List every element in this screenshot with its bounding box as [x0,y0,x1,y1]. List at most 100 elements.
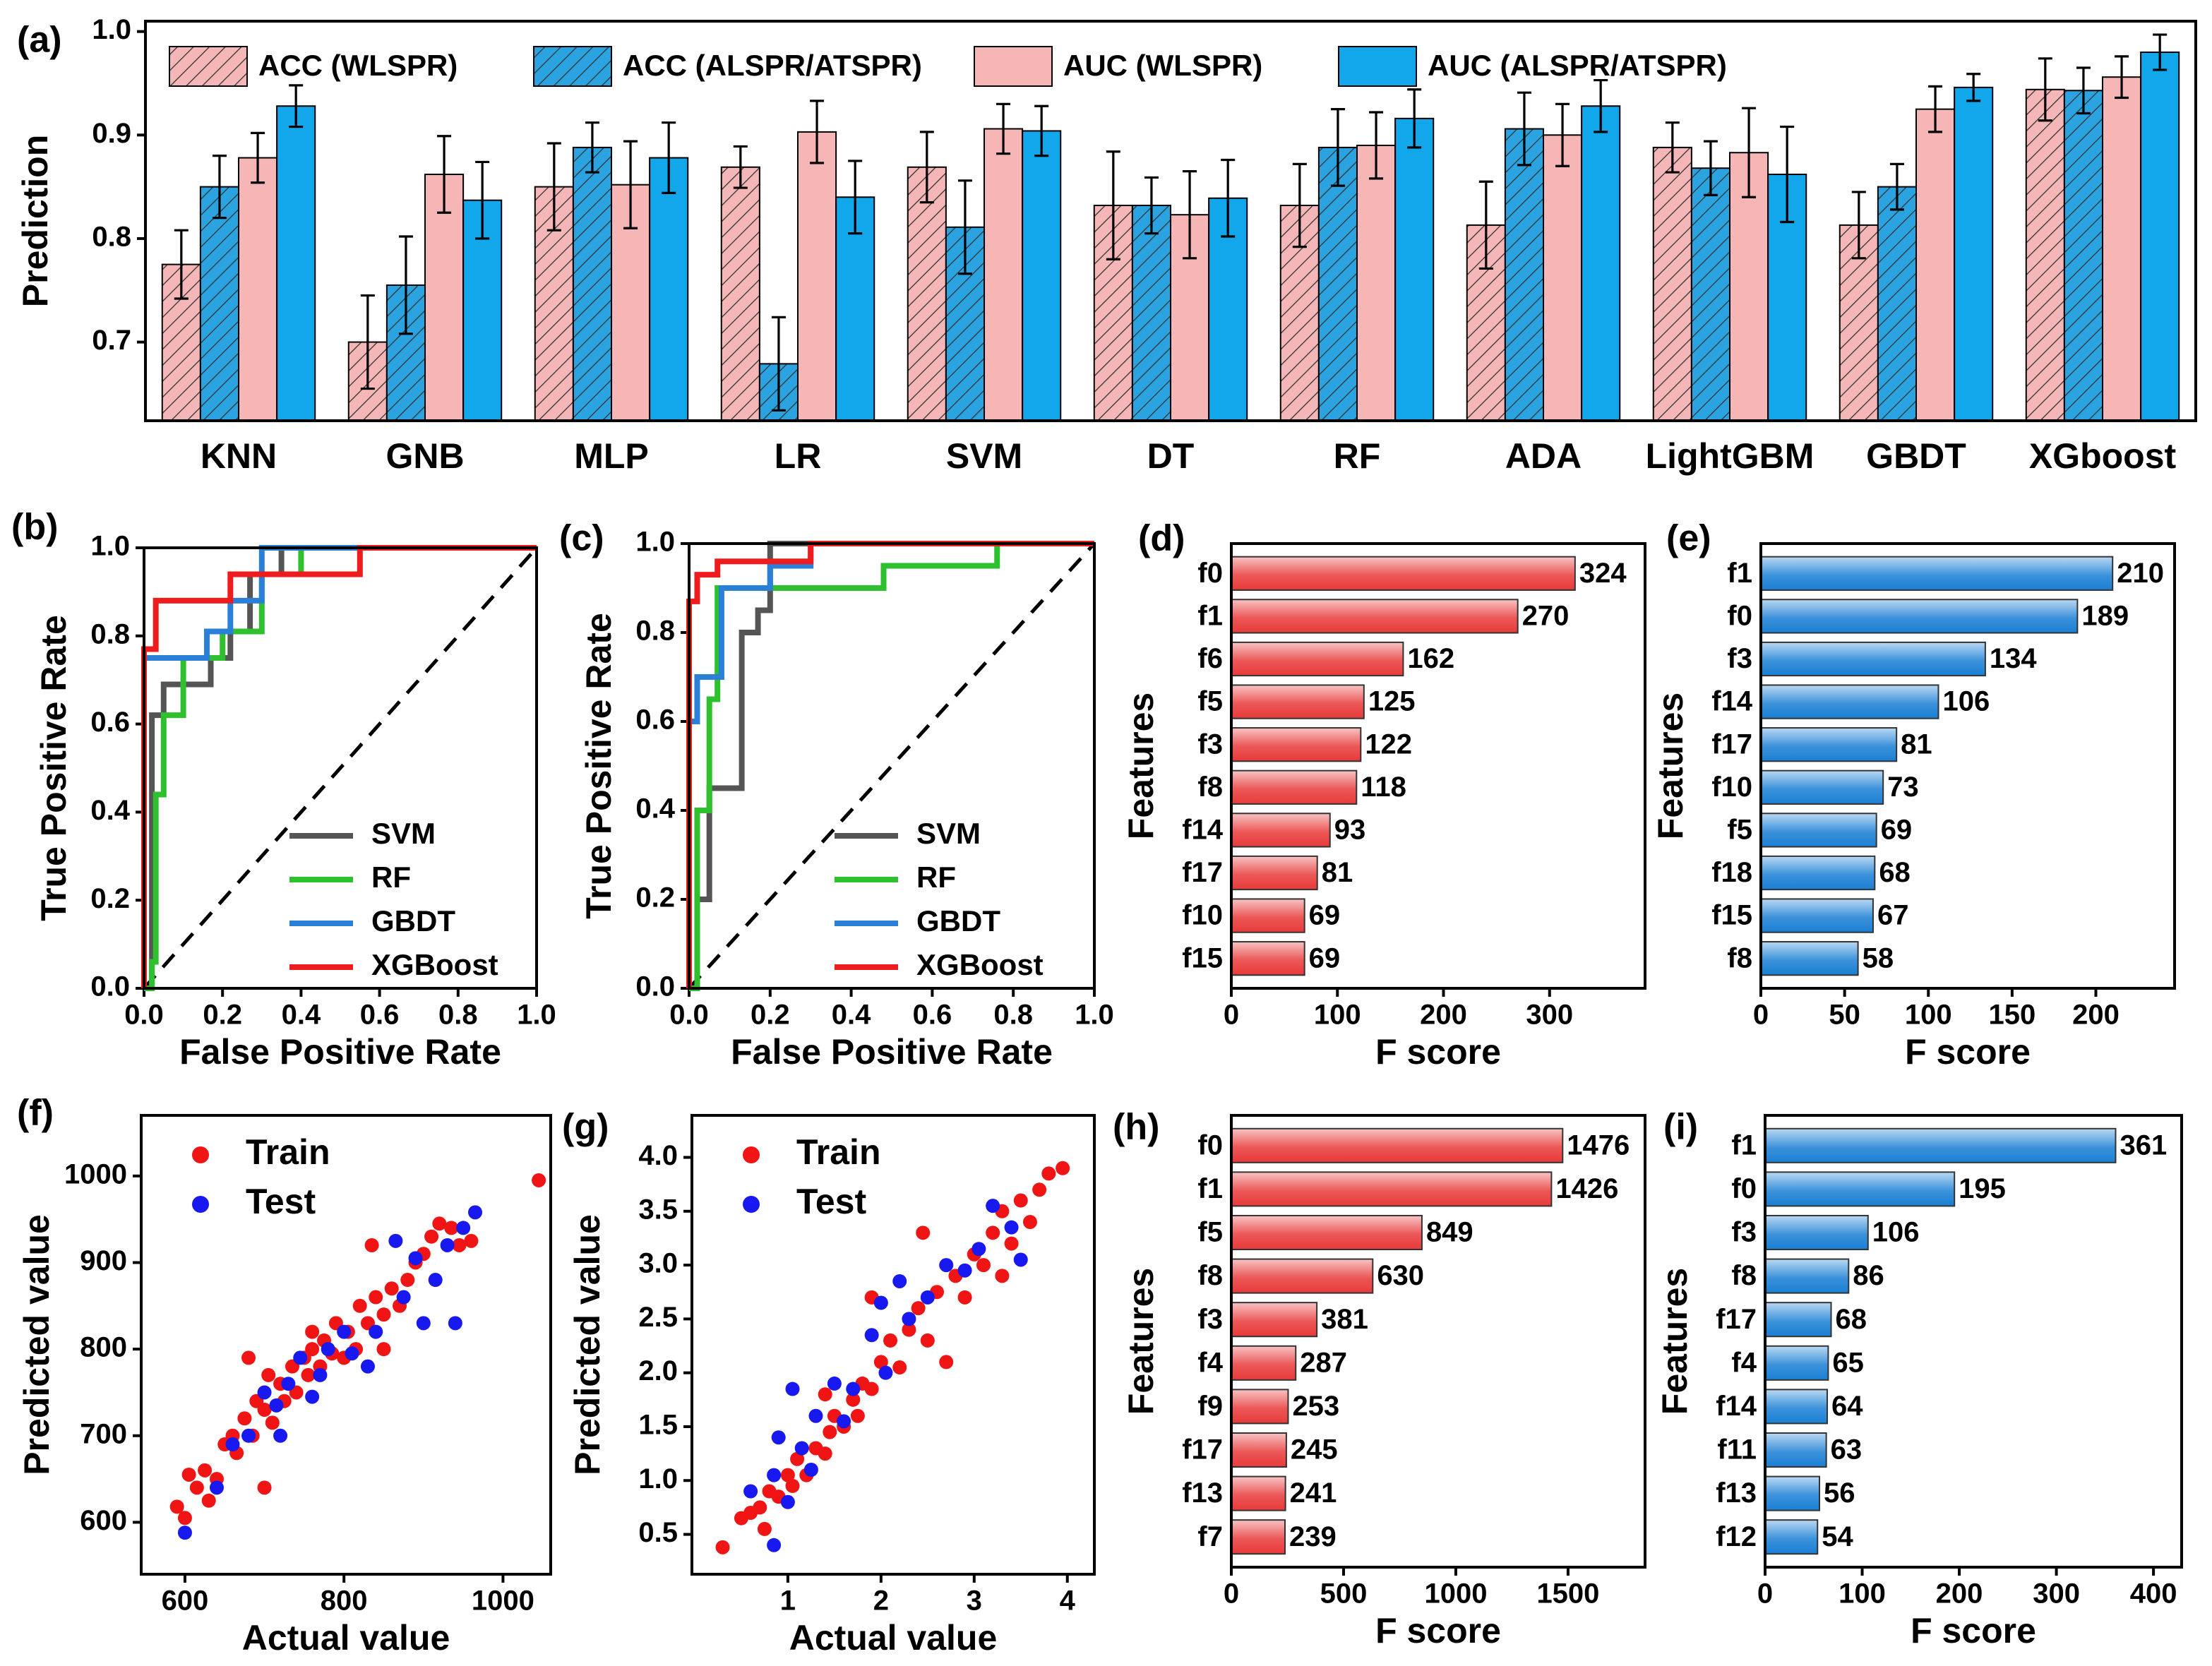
scatter-point [995,1269,1010,1283]
x-tick-label: 2 [873,1586,889,1617]
value-label: 93 [1334,814,1366,845]
error-bar [623,140,638,229]
y-tick-label: f15 [1182,942,1223,973]
scatter-point [257,1385,272,1400]
scatter-point [1013,1193,1028,1208]
scatter-point [1032,1182,1047,1197]
bar [1231,727,1362,762]
scatter-point [1013,1252,1028,1267]
bar [1231,1127,1564,1163]
x-tick-label: 0.6 [913,1000,952,1031]
scatter-point [237,1411,252,1426]
reference-diagonal [688,542,1096,990]
scatter-point [189,1480,204,1495]
scatter-point [261,1367,276,1382]
bar [2063,90,2103,421]
bar [1760,941,1859,976]
bar [1760,727,1898,762]
x-tick-label: 1.0 [1075,1000,1114,1031]
scatter-point [201,1493,216,1508]
y-tick-label: f8 [1197,772,1223,803]
y-axis-title: Features [1121,693,1161,839]
panel-label: (b) [11,507,58,548]
value-label: 69 [1309,942,1341,973]
scatter-point [780,1468,795,1482]
y-tick-label: f4 [1731,1347,1757,1378]
x-tick-label: 0.6 [360,1000,400,1031]
scatter-point [920,1333,935,1348]
x-tick-label: SVM [946,436,1022,476]
value-label: 134 [1990,643,2037,674]
scatter-point [873,1355,888,1370]
scatter-point [456,1221,471,1235]
y-axis-title: True Positive Rate [579,613,618,919]
x-tick-label: 200 [1420,1000,1467,1031]
x-tick-label: 50 [1829,1000,1860,1031]
error-bar [1369,111,1384,180]
y-tick-label: 0.0 [635,971,675,1002]
bar [1231,1519,1286,1555]
scatter-point [864,1328,879,1343]
scatter-point [1004,1220,1019,1235]
y-tick-label: 0.8 [90,618,130,649]
value-label: 69 [1309,900,1341,931]
legend-swatch [533,46,612,87]
y-tick-label: 0.5 [638,1517,678,1548]
x-tick-label: 0.0 [124,1000,164,1031]
x-tick-label: RF [1334,436,1381,476]
y-tick-label: f0 [1727,600,1752,631]
value-label: 86 [1853,1260,1884,1291]
roc-curve [689,541,1094,991]
value-label: 210 [2117,558,2164,589]
value-label: 241 [1290,1478,1337,1509]
value-label: 106 [1872,1217,1920,1248]
x-tick-label: 1.0 [517,1000,556,1031]
roc-curve [141,545,537,988]
scatter-point [920,1290,935,1305]
value-label: 81 [1901,729,1932,760]
error-bar [1034,104,1049,157]
error-bar [1144,176,1159,235]
x-axis-title: False Positive Rate [731,1032,1053,1072]
y-axis-title: Predicted value [17,1214,56,1475]
bar [1760,684,1939,719]
scatter-point [986,1225,1000,1240]
scatter-point [767,1538,782,1552]
y-tick-label: 0.6 [90,707,130,738]
x-tick-label: 200 [1936,1578,1983,1610]
scatter-point [177,1526,192,1540]
value-label: 630 [1377,1260,1424,1291]
legend-label: Test [796,1182,866,1221]
legend-label: AUC (WLSPR) [1063,49,1262,82]
value-label: 189 [2081,600,2129,631]
y-tick-label: f10 [1711,772,1752,803]
scatter-point [532,1173,546,1187]
x-tick-label: 0 [1757,1578,1773,1610]
bar [1760,556,2114,591]
legend-label: GBDT [371,904,455,937]
y-tick-label: 2.0 [638,1355,678,1386]
x-tick-label: 150 [1988,1000,2035,1031]
plot-frame [1230,1114,1646,1569]
y-tick-label: f14 [1182,814,1224,845]
bar [1231,1171,1553,1207]
scatter-point [957,1290,972,1305]
scatter-point [767,1468,782,1482]
error-bar [437,135,452,214]
plot-frame [1759,542,2176,990]
x-tick-label: KNN [201,436,277,476]
bar [1764,1389,1829,1425]
x-tick-label: 1000 [1424,1578,1487,1610]
error-bar [919,131,934,204]
x-tick-label: DT [1147,436,1195,476]
y-tick-label: f10 [1182,900,1223,931]
panel-label: (f) [17,1093,54,1134]
value-label: 1426 [1555,1173,1618,1204]
error-bar [1703,140,1718,196]
bar [1877,186,1917,421]
error-bar [957,179,972,275]
x-axis-title: False Positive Rate [179,1032,501,1072]
y-tick-label: f17 [1716,1304,1757,1335]
y-tick-label: f3 [1731,1217,1757,1248]
plot-frame [1230,542,1646,990]
